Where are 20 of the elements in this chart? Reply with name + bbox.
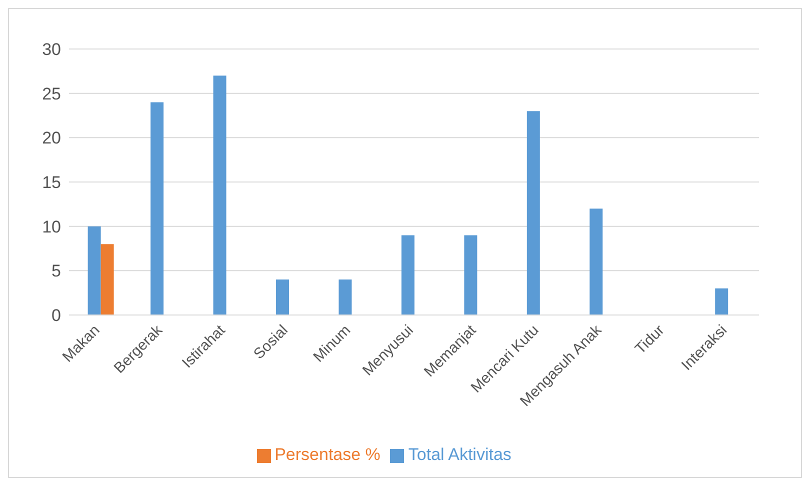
bar xyxy=(401,235,414,315)
y-tick-label: 5 xyxy=(52,262,61,281)
bar xyxy=(464,235,478,315)
bar xyxy=(150,102,164,315)
legend-label: Total Aktivitas xyxy=(408,445,512,464)
bar xyxy=(213,76,226,315)
y-tick-label: 25 xyxy=(42,84,61,104)
y-tick-label: 15 xyxy=(42,173,61,192)
legend-label: Persentase % xyxy=(274,445,380,464)
y-tick-label: 20 xyxy=(42,128,61,148)
bar xyxy=(338,280,352,315)
bar xyxy=(715,288,728,315)
bar xyxy=(100,244,114,315)
bar xyxy=(590,208,603,315)
y-tick-label: 0 xyxy=(52,306,61,326)
bar xyxy=(88,226,101,315)
bar xyxy=(276,280,289,315)
y-tick-label: 10 xyxy=(42,217,61,236)
y-tick-label: 30 xyxy=(42,40,61,60)
bar xyxy=(526,111,540,315)
